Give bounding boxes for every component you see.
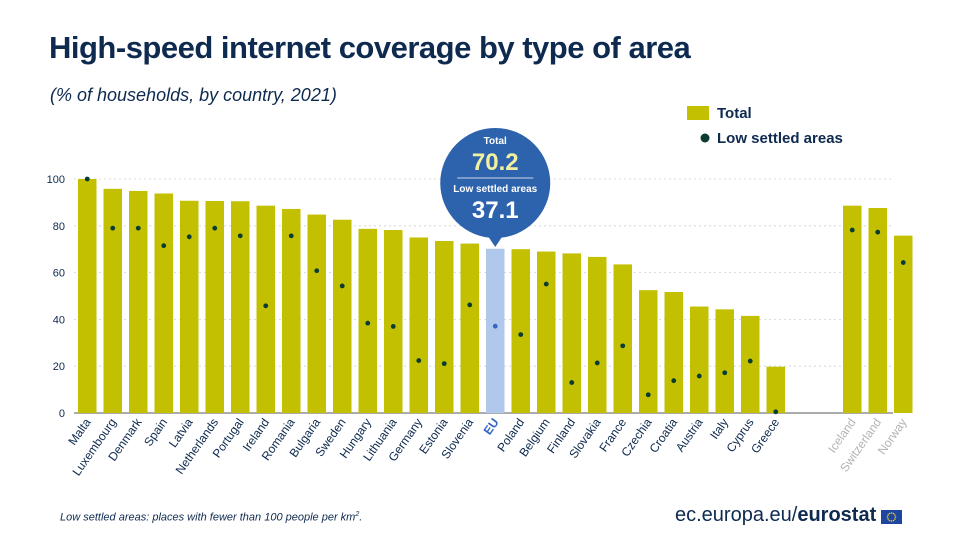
bar-cyprus xyxy=(741,315,760,413)
dot-france xyxy=(620,343,626,349)
bar-france xyxy=(613,264,632,413)
bar-ireland xyxy=(256,205,275,413)
dot-czechia xyxy=(645,392,651,398)
bar-sweden xyxy=(333,219,352,413)
dot-ireland xyxy=(263,303,269,309)
dot-romania xyxy=(288,233,294,239)
dot-bulgaria xyxy=(314,268,320,274)
bar-slovenia xyxy=(460,243,479,413)
dot-finland xyxy=(569,380,575,385)
dot-germany xyxy=(416,358,422,363)
dot-malta xyxy=(84,176,90,182)
x-tick-labels: MaltaLuxembourgDenmarkSpainLatviaNetherl… xyxy=(65,415,909,478)
bar-denmark xyxy=(129,190,148,413)
y-tick-labels: 0 20 40 60 80 100 xyxy=(47,174,65,420)
legend-label-total: Total xyxy=(717,105,752,122)
callout-total-label: Total xyxy=(484,136,507,147)
bar-norway xyxy=(894,235,913,413)
y-tick-label-40: 40 xyxy=(53,314,65,326)
x-tick-label-italy: Italy xyxy=(707,416,731,442)
eurostat-logo: ec.europa.eu/ eurostat xyxy=(675,504,903,527)
dot-hungary xyxy=(365,320,371,326)
bar-greece xyxy=(766,366,785,413)
footnote-text: Low settled areas: places with fewer tha… xyxy=(60,511,356,524)
dot-eu xyxy=(492,323,498,329)
y-tick-label-80: 80 xyxy=(53,221,65,233)
dot-latvia xyxy=(186,234,192,240)
legend-label-low-settled: Low settled areas xyxy=(717,130,843,147)
dot-portugal xyxy=(237,233,243,239)
eu-callout: Total 70.2 Low settled areas 37.1 xyxy=(440,128,551,247)
y-tick-label-60: 60 xyxy=(53,268,65,280)
x-tick-label-spain: Spain xyxy=(141,416,170,449)
y-tick-label-20: 20 xyxy=(53,361,65,373)
bar-italy xyxy=(715,309,734,413)
dot-italy xyxy=(722,370,728,376)
bar-malta xyxy=(78,179,97,413)
bar-croatia xyxy=(664,292,683,413)
dot-switzerland xyxy=(875,229,881,235)
bar-lithuania xyxy=(384,230,403,413)
dot-luxembourg xyxy=(110,225,116,231)
dot-series xyxy=(84,176,906,415)
bar-eu xyxy=(486,248,505,413)
bar-spain xyxy=(154,193,173,413)
bar-estonia xyxy=(435,241,454,413)
chart-subtitle: (% of households, by country, 2021) xyxy=(50,85,337,105)
dot-spain xyxy=(161,243,167,249)
bar-iceland xyxy=(843,205,862,413)
brand-url: ec.europa.eu/ xyxy=(675,504,798,526)
bar-poland xyxy=(511,249,530,413)
bar-finland xyxy=(562,253,581,413)
callout-pointer xyxy=(487,235,504,247)
bar-switzerland xyxy=(868,208,887,413)
bar-luxembourg xyxy=(103,188,122,413)
footnote-superscript: 2 xyxy=(355,511,360,518)
bar-series xyxy=(78,179,913,413)
callout-low-value: 37.1 xyxy=(472,197,519,224)
dot-norway xyxy=(900,260,906,265)
bar-belgium xyxy=(537,251,556,413)
dot-estonia xyxy=(441,361,447,367)
dot-sweden xyxy=(339,283,345,289)
legend: Total Low settled areas xyxy=(687,105,843,147)
callout-bubble xyxy=(440,128,551,238)
dot-greece xyxy=(773,409,779,415)
dot-belgium xyxy=(543,281,549,287)
x-tick-label-eu: EU xyxy=(481,416,502,438)
callout-low-label: Low settled areas xyxy=(453,184,537,195)
dot-netherlands xyxy=(212,225,218,231)
dot-austria xyxy=(696,373,702,379)
bar-bulgaria xyxy=(307,214,326,413)
dot-croatia xyxy=(671,378,677,384)
x-tick-label-austria: Austria xyxy=(673,415,706,454)
dot-iceland xyxy=(849,227,855,233)
callout-total-value: 70.2 xyxy=(472,149,519,176)
y-tick-label-0: 0 xyxy=(59,408,65,420)
dot-poland xyxy=(518,332,524,338)
bar-latvia xyxy=(180,200,199,413)
footnote: Low settled areas: places with fewer tha… xyxy=(60,511,362,524)
bar-austria xyxy=(690,306,709,413)
eu-flag-icon xyxy=(881,509,903,524)
bar-chart: 0 20 40 60 80 100 MaltaLuxembourgDenmarkSpain… xyxy=(47,105,913,478)
y-tick-label-100: 100 xyxy=(47,174,65,186)
x-tick-label-croatia: Croatia xyxy=(647,415,681,455)
legend-marker-low-settled xyxy=(700,133,710,143)
dot-slovakia xyxy=(594,360,600,366)
footnote-suffix: . xyxy=(359,511,363,524)
bar-netherlands xyxy=(205,200,224,413)
dot-lithuania xyxy=(390,324,396,329)
bar-germany xyxy=(409,237,428,413)
brand-name: eurostat xyxy=(797,504,877,526)
bar-portugal xyxy=(231,201,250,413)
legend-swatch-total xyxy=(687,106,709,120)
dot-slovenia xyxy=(467,302,473,308)
bar-romania xyxy=(282,208,301,413)
chart-title: High-speed internet coverage by type of … xyxy=(49,30,691,65)
bar-czechia xyxy=(639,290,658,413)
dot-denmark xyxy=(135,225,141,231)
dot-cyprus xyxy=(747,358,753,364)
bar-slovakia xyxy=(588,256,607,413)
